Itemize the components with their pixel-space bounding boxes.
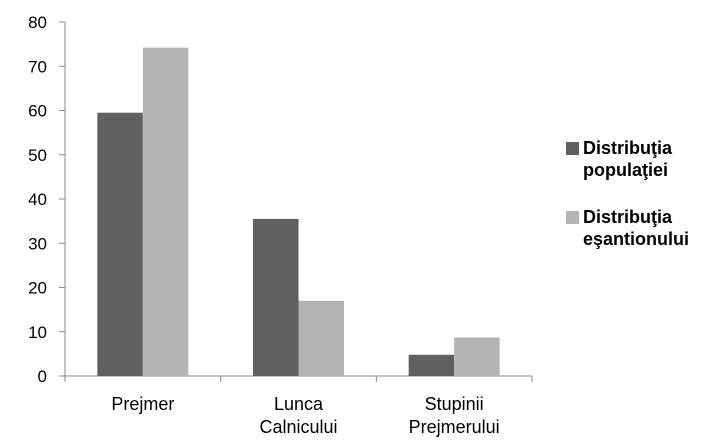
legend: DistribuţiapopulaţieiDistribuţiaeşantion… (566, 138, 689, 249)
legend-label: Distribuţia (583, 138, 673, 158)
bar-series-1 (97, 112, 143, 377)
bar-series-2 (454, 337, 500, 376)
x-category-label: Prejmer (111, 394, 174, 414)
bar-series-2 (142, 47, 189, 376)
y-tick-label: 20 (28, 279, 47, 298)
x-category-label: Lunca (274, 394, 324, 414)
legend-swatch (566, 211, 579, 224)
y-tick-label: 60 (28, 102, 47, 121)
x-axis: Prejmer Lunca Calnicului Stupinii Prejmerulu… (64, 375, 533, 437)
y-tick-label: 70 (28, 57, 47, 76)
legend-label: Distribuţia (583, 207, 673, 227)
legend-label: populaţiei (583, 160, 668, 180)
bar-series-1 (408, 354, 455, 376)
x-category-label: Calnicului (259, 417, 337, 437)
y-tick-label: 10 (28, 323, 47, 342)
bar-series-1 (253, 218, 299, 376)
y-tick-label: 40 (28, 190, 47, 209)
y-tick-label: 30 (28, 234, 47, 253)
legend-label: eşantionului (583, 229, 689, 249)
y-tick-label: 50 (28, 146, 47, 165)
bar-series-2 (298, 300, 344, 376)
legend-swatch (566, 142, 579, 155)
y-tick-label: 0 (38, 367, 47, 386)
y-tick-label: 80 (28, 13, 47, 32)
bars (97, 47, 500, 377)
y-axis: 0 10 20 30 40 50 60 70 80 (28, 13, 66, 386)
x-category-label: Stupinii (425, 394, 484, 414)
x-category-label: Prejmerului (409, 417, 500, 437)
